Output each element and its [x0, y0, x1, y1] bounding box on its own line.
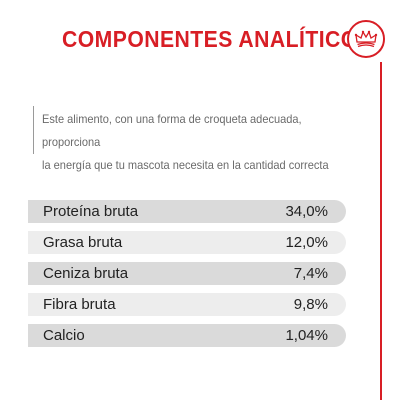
component-label: Grasa bruta	[43, 234, 123, 251]
component-value: 1,04%	[285, 327, 328, 344]
brand-logo	[347, 20, 385, 58]
component-value: 9,8%	[293, 296, 328, 313]
royal-crown-icon	[354, 30, 378, 48]
component-row-calcio: Calcio 1,04%	[28, 324, 346, 347]
component-label: Proteína bruta	[43, 203, 139, 220]
description-line: Este alimento, con una forma de croqueta…	[42, 112, 302, 149]
component-row-fibra: Fibra bruta 9,8%	[28, 293, 346, 316]
component-label: Fibra bruta	[43, 296, 116, 313]
description: Este alimento, con una forma de croqueta…	[42, 108, 336, 177]
component-value: 34,0%	[285, 203, 328, 220]
component-value: 7,4%	[293, 265, 328, 282]
page-title: COMPONENTES ANALÍTICOS	[62, 26, 373, 52]
component-value: 12,0%	[285, 234, 328, 251]
component-row-grasa: Grasa bruta 12,0%	[28, 231, 346, 254]
description-line: la energía que tu mascota necesita en la…	[42, 158, 329, 172]
description-bar	[33, 106, 34, 154]
component-label: Ceniza bruta	[43, 265, 129, 282]
component-label: Calcio	[43, 327, 85, 344]
component-row-proteina: Proteína bruta 34,0%	[28, 200, 346, 223]
component-row-ceniza: Ceniza bruta 7,4%	[28, 262, 346, 285]
components-table: Proteína bruta 34,0% Grasa bruta 12,0% C…	[28, 200, 346, 355]
accent-divider	[380, 62, 382, 400]
